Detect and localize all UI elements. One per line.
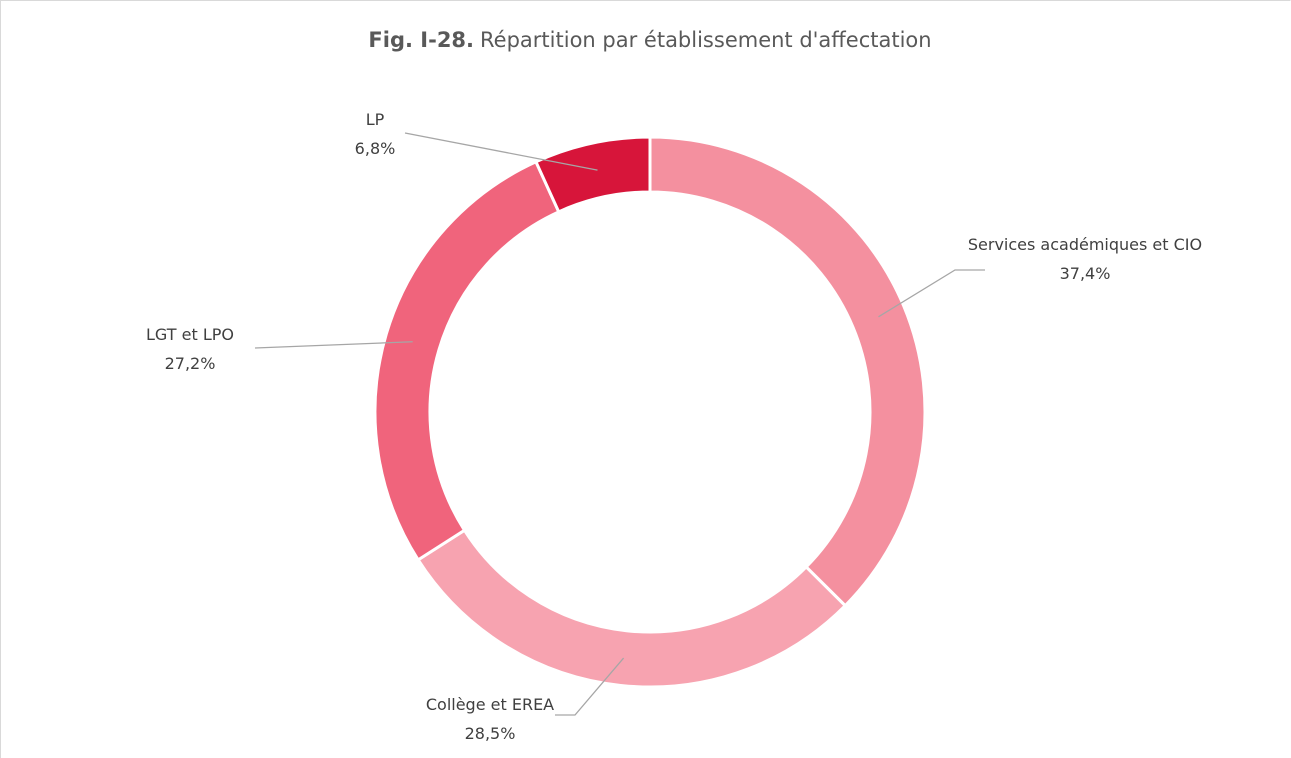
value-label: 6,8% [354,139,396,158]
value-label: 37,4% [1059,264,1111,283]
leader-line [254,341,413,349]
leader-line [555,657,625,716]
chart-title: Fig. I-28. Répartition par établissement … [368,28,931,52]
data-label: Services académiques et CIO 37,4% [965,230,1205,288]
value-label: 28,5% [464,724,516,743]
data-label: LP 6,8% [315,105,435,163]
category-label: Collège et EREA [425,695,555,714]
leader-line [878,269,985,318]
donut-segment [648,135,927,608]
title-prefix: Fig. I-28. [368,28,474,52]
data-label: LGT et LPO 27,2% [110,320,270,378]
leader-line [404,132,598,171]
donut-segment [373,159,561,562]
category-label: LGT et LPO [146,325,234,344]
category-label: LP [365,110,385,129]
title-text: Répartition par établissement d'affectat… [480,28,932,52]
data-label: Collège et EREA 28,5% [400,690,580,748]
donut-segment [416,528,848,689]
value-label: 27,2% [164,354,216,373]
category-label: Services académiques et CIO [967,235,1203,254]
donut-segment [533,135,652,214]
